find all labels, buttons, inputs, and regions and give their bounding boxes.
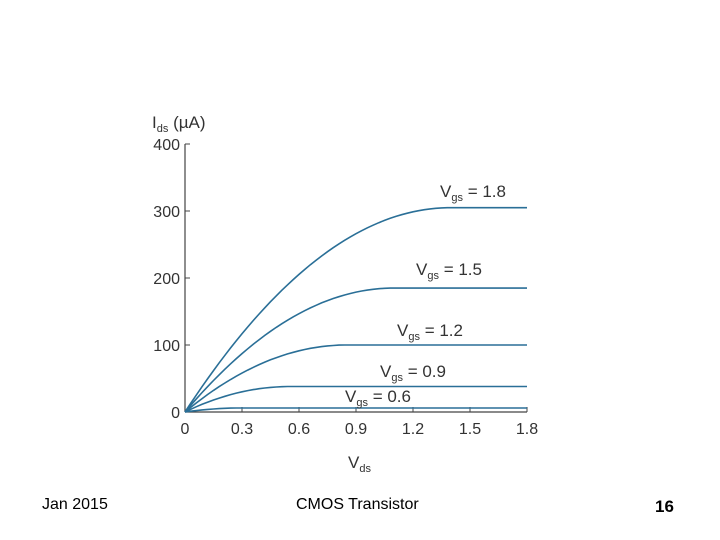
series-label-vgs-1-8: Vgs = 1.8 (440, 182, 506, 204)
y-tick-label: 300 (153, 204, 180, 221)
x-tick-label: 0.6 (288, 421, 310, 438)
y-tick-label: 200 (153, 271, 180, 288)
chart-axes: 0 100 200 300 400 0 0.3 0.6 0.9 1.2 1.5 1.8 Ids (µA)… (152, 113, 538, 475)
x-tick-label: 1.5 (459, 421, 481, 438)
x-axis-title: Vds (348, 453, 371, 475)
series-line-vgs-0-9 (184, 385, 527, 413)
chart-labels: Vgs = 0.6 Vgs = 0.9 Vgs = 1.2 Vgs = 1.5 Vgs … (345, 182, 506, 409)
y-tick-label: 400 (153, 137, 180, 154)
x-tick-label: 0 (181, 421, 190, 438)
footer-page-number: 16 (655, 497, 674, 516)
x-tick-label: 0.9 (345, 421, 367, 438)
x-tick-label: 0.3 (231, 421, 253, 438)
y-axis-title: Ids (µA) (152, 113, 206, 135)
series-label-vgs-0-9: Vgs = 0.9 (380, 362, 446, 384)
series-line-vgs-1-5 (184, 287, 527, 413)
y-tick-label: 0 (171, 405, 180, 422)
series-line-vgs-0-6 (184, 407, 527, 413)
series-label-vgs-1-2: Vgs = 1.2 (397, 321, 463, 343)
footer-date: Jan 2015 (42, 496, 108, 513)
x-tick-label: 1.2 (402, 421, 424, 438)
series-label-vgs-1-5: Vgs = 1.5 (416, 260, 482, 282)
series-line-vgs-1-8 (184, 206, 527, 413)
series-label-vgs-0-6: Vgs = 0.6 (345, 387, 411, 409)
series-line-vgs-1-2 (184, 344, 527, 413)
footer-title: CMOS Transistor (296, 496, 419, 513)
chart-curves (184, 206, 527, 413)
ids-vds-chart: 0 100 200 300 400 0 0.3 0.6 0.9 1.2 1.5 1.8 Ids (µA)… (152, 113, 538, 475)
y-tick-label: 100 (153, 338, 180, 355)
x-tick-label: 1.8 (516, 421, 538, 438)
